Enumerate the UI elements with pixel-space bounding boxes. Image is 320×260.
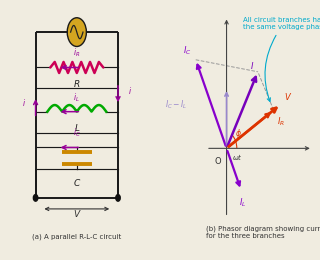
Text: I: I — [251, 62, 253, 70]
Text: $I_C$: $I_C$ — [183, 45, 192, 57]
Text: (b) Phasor diagram showing current phasors
for the three branches: (b) Phasor diagram showing current phaso… — [206, 225, 320, 239]
Text: (a) A parallel R-L-C circuit: (a) A parallel R-L-C circuit — [32, 233, 121, 240]
Text: $i$: $i$ — [22, 97, 26, 108]
Text: $I_L$: $I_L$ — [239, 197, 246, 209]
Circle shape — [33, 194, 38, 201]
Text: V: V — [74, 210, 80, 219]
Text: L: L — [74, 124, 79, 133]
Text: C: C — [74, 179, 80, 188]
Text: $I_R$: $I_R$ — [277, 115, 285, 128]
Text: All circuit branches have
the same voltage phasor V.: All circuit branches have the same volta… — [243, 17, 320, 30]
Text: $i_R$: $i_R$ — [73, 47, 80, 60]
Text: $i_L$: $i_L$ — [73, 91, 80, 104]
Text: O: O — [214, 157, 221, 166]
Circle shape — [67, 18, 86, 47]
Text: R: R — [74, 80, 80, 89]
Text: $i_C$: $i_C$ — [73, 127, 81, 139]
Text: $i$: $i$ — [128, 85, 132, 96]
Circle shape — [116, 194, 120, 201]
Text: $\omega t$: $\omega t$ — [232, 152, 243, 162]
Text: V: V — [284, 93, 290, 102]
Text: $I_C - I_L$: $I_C - I_L$ — [165, 98, 187, 111]
Text: $\phi$: $\phi$ — [235, 127, 242, 140]
